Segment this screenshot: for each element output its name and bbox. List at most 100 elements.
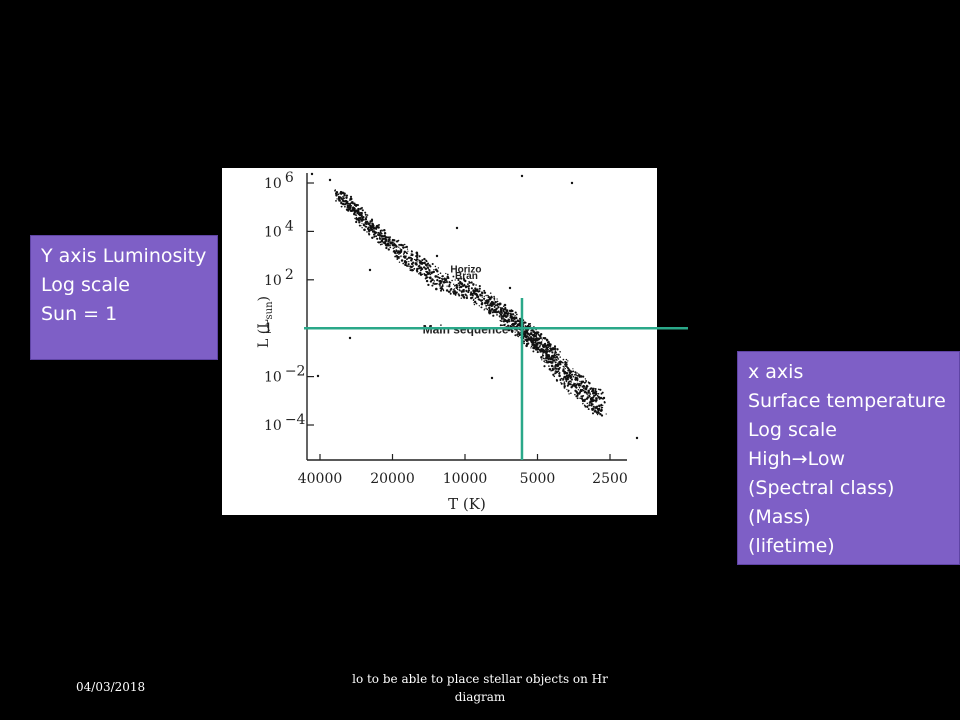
- x-callout-line-4: High→Low: [748, 445, 949, 474]
- star-point-685: [483, 309, 485, 311]
- star-point-169: [364, 225, 367, 228]
- star-point-522: [425, 259, 428, 262]
- star-point-1750: [594, 390, 598, 393]
- star-point-33: [346, 206, 348, 208]
- star-point-419: [393, 251, 397, 254]
- star-point-713: [480, 294, 483, 297]
- star-point-1099: [518, 322, 521, 325]
- star-point-472: [413, 267, 416, 270]
- star-point-486: [416, 256, 419, 259]
- star-point-15: [337, 199, 339, 201]
- star-point-422: [411, 269, 414, 272]
- star-point-866: [497, 306, 499, 308]
- star-point-828: [485, 299, 489, 302]
- star-point-1722: [597, 393, 600, 395]
- star-point-655: [449, 281, 452, 284]
- star-point-310: [370, 225, 374, 228]
- star-point-296: [383, 231, 387, 235]
- star-point-637: [459, 285, 463, 289]
- star-point-1388: [555, 353, 558, 356]
- star-point-1625: [579, 384, 582, 387]
- star-point-189: [364, 213, 367, 216]
- star-point-1632: [576, 397, 579, 400]
- star-point-659: [460, 277, 463, 280]
- star-point-1524: [568, 369, 571, 372]
- star-point-183: [366, 227, 370, 230]
- star-point-106: [339, 192, 342, 195]
- star-point-171: [355, 220, 358, 224]
- star-point-1419: [547, 350, 549, 352]
- star-point-399: [411, 253, 414, 257]
- x-ticks: 40000 20000 10000 5000 2500: [298, 454, 628, 487]
- star-point-307: [392, 247, 395, 250]
- y-tick-label-2: 10 2: [264, 267, 294, 289]
- star-point-1208: [526, 332, 530, 335]
- star-point-450: [425, 279, 429, 283]
- star-point-1758: [595, 411, 599, 414]
- star-point-1426: [558, 371, 561, 374]
- star-point-416: [416, 261, 418, 263]
- star-point-1053: [527, 323, 531, 326]
- star-point-1147: [536, 336, 538, 339]
- star-point-1553: [587, 389, 590, 393]
- x-callout-low: Low: [807, 448, 846, 470]
- star-point-1711: [587, 408, 590, 411]
- star-point-981: [504, 323, 506, 325]
- star-point-1149: [532, 343, 536, 347]
- star-point-671: [473, 303, 476, 306]
- star-point-1639: [573, 373, 576, 376]
- star-point-102: [337, 195, 341, 198]
- star-point-1543: [587, 394, 589, 396]
- star-point-178: [359, 216, 362, 220]
- star-point-480: [431, 262, 434, 266]
- star-point-99: [349, 209, 353, 213]
- star-point-1023: [515, 334, 517, 336]
- star-point-595: [445, 278, 448, 280]
- star-point-943: [506, 313, 509, 316]
- star-point-181: [361, 217, 364, 219]
- star-point-585: [439, 285, 441, 287]
- star-point-138: [363, 228, 366, 232]
- star-point-702: [477, 290, 480, 293]
- star-point-285: [386, 236, 389, 239]
- star-point-64: [347, 209, 350, 212]
- star-point-1608: [585, 385, 588, 389]
- star-point-1425: [550, 348, 553, 352]
- star-point-213: [366, 221, 368, 224]
- star-point-776: [487, 295, 489, 297]
- star-point-1239: [534, 341, 537, 344]
- star-point-1356: [548, 365, 550, 367]
- star-point-635: [437, 276, 439, 279]
- star-point-55: [343, 192, 346, 195]
- star-point-267: [378, 233, 381, 235]
- star-point-1613: [588, 404, 591, 407]
- star-point-524: [428, 264, 431, 267]
- star-point-95: [341, 199, 345, 202]
- star-point-1273: [536, 351, 539, 354]
- star-point-1484: [570, 384, 572, 386]
- star-point-1736: [597, 408, 600, 411]
- star-point-1715: [590, 390, 593, 393]
- star-point-1348: [562, 358, 565, 361]
- star-point-1442: [572, 375, 575, 378]
- star-point-648: [441, 275, 444, 278]
- star-point-738: [467, 289, 471, 292]
- star-point-764: [472, 284, 475, 286]
- star-point-730: [483, 295, 485, 298]
- star-point-1371: [548, 355, 551, 358]
- star-point-1330: [557, 353, 560, 356]
- star-point-1759: [592, 387, 595, 390]
- star-point-1076: [514, 323, 517, 325]
- star-point-251: [378, 237, 381, 240]
- star-point-271: [389, 246, 392, 249]
- star-point-612: [455, 286, 459, 289]
- star-point-1571: [574, 382, 576, 385]
- star-point-1626: [586, 402, 589, 405]
- star-point-273: [380, 238, 382, 240]
- y-tick-label-0: 10 6: [264, 170, 294, 192]
- star-point-1355: [554, 372, 557, 375]
- star-point-960: [507, 321, 509, 323]
- star-point-986: [503, 308, 505, 311]
- star-point-1282: [546, 341, 549, 344]
- star-point-526: [436, 278, 439, 282]
